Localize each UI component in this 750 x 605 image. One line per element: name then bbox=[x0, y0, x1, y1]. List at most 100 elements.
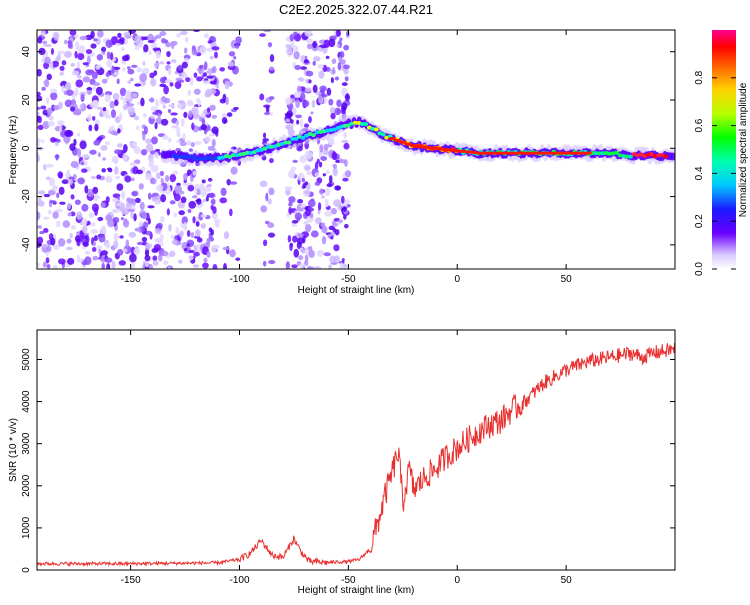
spectrogram-noise-cell bbox=[342, 206, 347, 212]
spectrogram-noise-cell bbox=[341, 102, 348, 111]
spectrogram-noise-cell bbox=[91, 246, 97, 253]
spectrogram-noise-cell bbox=[155, 172, 161, 180]
spectrogram-peak-core bbox=[583, 151, 592, 155]
spectrogram-noise-cell bbox=[344, 93, 350, 102]
spectrogram-noise-cell bbox=[46, 73, 52, 81]
spectrogram-noise-cell bbox=[163, 97, 171, 104]
spectrogram-noise-cell bbox=[117, 32, 122, 38]
spectrogram-noise-cell bbox=[159, 76, 167, 84]
spectrogram-noise-cell bbox=[328, 225, 335, 231]
spectrogram-noise-cell bbox=[127, 80, 132, 84]
spectrogram-noise-cell bbox=[97, 136, 103, 141]
spectrogram-noise-cell bbox=[157, 113, 162, 118]
spectrogram-noise-cell bbox=[141, 81, 146, 86]
spectrogram-noise-cell bbox=[206, 251, 211, 258]
spectrogram-peak-core bbox=[398, 140, 407, 144]
spectrogram-noise-cell bbox=[93, 235, 98, 242]
spectrogram-noise-cell bbox=[122, 55, 129, 62]
spectrogram-noise-cell bbox=[142, 61, 146, 66]
spectrogram-noise-cell bbox=[321, 87, 325, 96]
spectrogram-noise-cell bbox=[59, 201, 66, 205]
spectrogram-noise-cell bbox=[81, 225, 88, 234]
spectrogram-noise-cell bbox=[224, 80, 230, 90]
spectrogram-noise-cell bbox=[145, 230, 152, 236]
spectrogram-noise-cell bbox=[311, 99, 316, 108]
spectrogram-noise-cell bbox=[43, 193, 51, 198]
spectrogram-peak-cell bbox=[300, 135, 306, 140]
spectrogram-noise-cell bbox=[131, 191, 138, 197]
spectrogram-noise-cell bbox=[37, 211, 41, 221]
spectrogram-noise-cell bbox=[291, 219, 299, 224]
spectrogram-noise-cell bbox=[156, 184, 164, 192]
spectrogram-noise-cell bbox=[294, 212, 303, 221]
spectrogram-noise-cell bbox=[343, 131, 347, 139]
spectrogram-noise-cell bbox=[203, 257, 208, 263]
spectrogram-noise-cell bbox=[111, 198, 119, 202]
spectrogram-noise-cell bbox=[89, 149, 97, 155]
spectrogram-noise-cell bbox=[333, 217, 340, 222]
spectrogram-noise-cell bbox=[41, 30, 46, 37]
spectrogram-noise-cell bbox=[76, 132, 81, 137]
spectrogram-noise-cell bbox=[299, 247, 304, 252]
spectrogram-noise-cell bbox=[326, 183, 333, 188]
spectrogram-noise-cell bbox=[50, 237, 56, 246]
spectrogram-noise-cell bbox=[305, 70, 314, 77]
spectrogram-noise-cell bbox=[145, 260, 149, 268]
spectrogram-noise-cell bbox=[106, 59, 112, 68]
spectrogram-noise-cell bbox=[193, 72, 198, 78]
spectrogram-noise-cell bbox=[297, 199, 304, 204]
spectrogram-noise-cell bbox=[302, 100, 310, 107]
spectrogram-noise-cell bbox=[104, 257, 113, 263]
spectrogram-noise-cell bbox=[120, 217, 124, 221]
spectrogram-noise-cell bbox=[64, 39, 68, 45]
spectrogram-noise-cell bbox=[55, 154, 59, 161]
spectrogram-noise-cell bbox=[316, 249, 325, 257]
spectrogram-noise-cell bbox=[331, 151, 338, 161]
spectrogram-noise-cell bbox=[86, 220, 91, 226]
spectrogram-noise-cell bbox=[101, 262, 105, 269]
spectrogram-noise-cell bbox=[148, 263, 154, 269]
snr-x-label: Height of straight line (km) bbox=[298, 585, 415, 596]
spectrogram-noise-cell bbox=[100, 250, 108, 256]
spectrogram-noise-cell bbox=[301, 177, 306, 183]
spectrogram-noise-cell bbox=[48, 115, 55, 121]
snr-x-tick-label: -150 bbox=[121, 575, 141, 586]
spectrogram-noise-cell bbox=[88, 124, 93, 132]
spectrogram-noise-cell bbox=[183, 47, 188, 54]
spectrogram-noise-cell bbox=[330, 112, 336, 120]
spectrogram-panel: -150 -100 -50 0 50 -40 -20 0 20 40 Height of str… bbox=[8, 29, 676, 296]
spectrogram-noise-cell bbox=[307, 246, 313, 251]
spectrogram-peak-cell bbox=[199, 156, 205, 161]
spectrogram-noise-cell bbox=[118, 260, 127, 266]
spectrogram-noise-cell bbox=[344, 223, 349, 229]
spectrogram-noise-cell bbox=[95, 86, 103, 95]
spectrogram-noise-cell bbox=[113, 240, 119, 249]
spectrogram-noise-cell bbox=[259, 93, 265, 101]
spectrogram-noise-cell bbox=[211, 138, 216, 148]
spectrogram-noise-cell bbox=[191, 122, 195, 131]
spectrogram-noise-cell bbox=[58, 186, 65, 196]
spectrogram-noise-cell bbox=[211, 46, 220, 51]
spectrogram-noise-cell bbox=[76, 75, 82, 79]
spectrogram-noise-cell bbox=[304, 254, 309, 263]
spectrogram-noise-cell bbox=[50, 91, 58, 101]
spectrogram-noise-cell bbox=[112, 208, 118, 213]
spectrogram-y-tick-label: 40 bbox=[21, 46, 32, 58]
spectrogram-noise-cell bbox=[47, 209, 52, 215]
spectrogram-noise-cell bbox=[181, 216, 188, 225]
spectrogram-noise-cell bbox=[260, 205, 268, 213]
spectrogram-noise-cell bbox=[335, 30, 341, 37]
spectrogram-noise-cell bbox=[334, 228, 340, 236]
spectrogram-noise-cell bbox=[287, 235, 292, 243]
spectrogram-noise-cell bbox=[57, 171, 64, 179]
spectrogram-noise-cell bbox=[308, 249, 315, 258]
spectrogram-noise-cell bbox=[43, 227, 49, 233]
spectrogram-noise-cell bbox=[202, 199, 207, 203]
spectrogram-noise-cell bbox=[167, 67, 172, 76]
spectrogram-peak-cell bbox=[283, 140, 289, 145]
spectrogram-noise-cell bbox=[306, 43, 313, 50]
spectrogram-peak-cell bbox=[189, 154, 195, 159]
spectrogram-noise-cell bbox=[149, 72, 155, 79]
spectrogram-noise-cell bbox=[98, 234, 106, 243]
spectrogram-noise-cell bbox=[204, 61, 208, 71]
